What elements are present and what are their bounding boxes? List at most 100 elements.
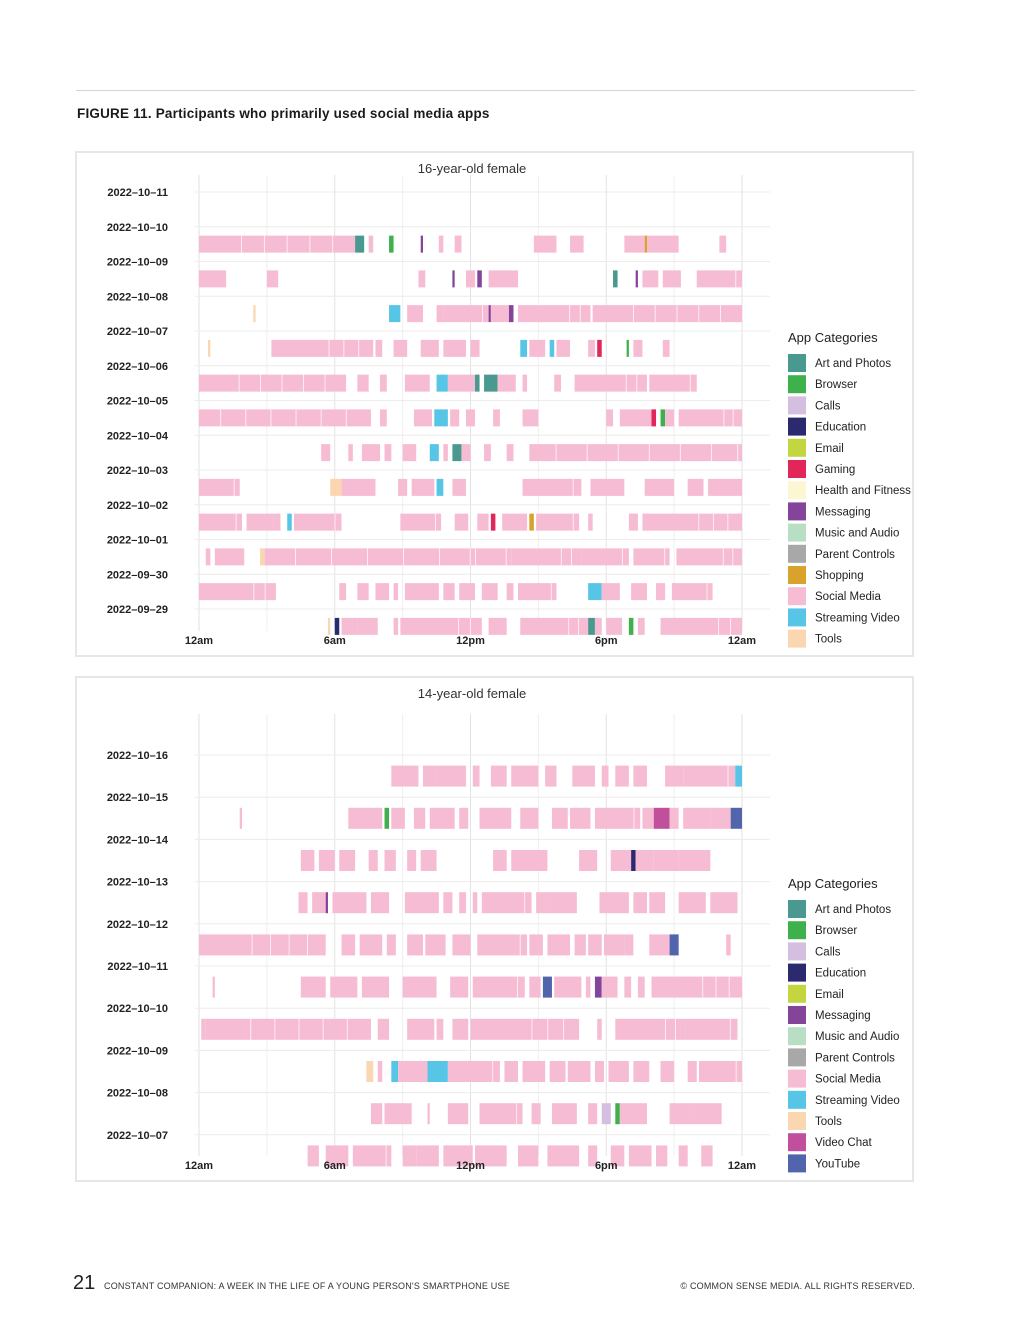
session-gap [385,1145,387,1167]
legend-swatch [788,417,806,436]
session-gap [253,583,255,601]
legend-item: Gaming [788,460,855,478]
usage-bar [522,409,539,427]
legend-item: Video Chat [788,1133,872,1152]
usage-bar [624,934,634,956]
legend-label: Video Chat [815,1137,872,1149]
usage-bar [361,444,380,462]
session-gap [720,305,721,323]
usage-bar [511,765,539,787]
usage-bar [355,235,365,253]
usage-bar [699,1061,742,1082]
usage-bar [529,339,546,357]
session-gap [331,548,332,566]
session-gap [735,270,737,288]
session-gap [633,807,635,829]
usage-bar [493,850,507,871]
legend-title: App Categories [788,876,878,891]
y-tick-label: 2022–10–10 [107,1003,168,1015]
legend-swatch [788,608,806,627]
usage-bar [493,409,500,427]
usage-bar [407,850,417,871]
usage-bar [588,513,593,531]
usage-bar [536,892,552,914]
session-gap [264,583,266,601]
usage-bar [341,617,358,635]
legend-label: Music and Audio [815,1031,899,1043]
chart-title: 14-year-old female [418,686,526,701]
y-tick-label: 2022–10–11 [107,187,168,199]
session-gap [563,1018,565,1040]
usage-bar [594,807,641,829]
usage-bar [669,807,679,829]
legend-swatch [788,523,806,542]
legend-swatch [788,1133,806,1152]
session-gap [475,548,477,566]
usage-bar [199,409,371,427]
usage-bar [696,270,742,288]
legend-item: Parent Controls [788,544,895,563]
usage-bar [472,892,478,914]
usage-bar [518,583,557,601]
usage-bar [208,339,211,357]
session-gap [251,934,253,956]
session-gap [295,409,297,427]
usage-bar [633,339,643,357]
usage-bar [619,409,652,427]
usage-bar [330,478,342,496]
usage-bar [470,1018,580,1040]
usage-bar [615,765,629,787]
usage-bar [529,976,541,998]
usage-bar [678,892,706,914]
usage-bar [601,976,618,998]
usage-bar [497,374,516,392]
usage-bar [556,339,571,357]
usage-bar [334,617,340,635]
session-gap [676,305,678,323]
usage-bar [298,892,308,914]
usage-bar [545,765,557,787]
usage-bar [588,339,595,357]
legend-item: Education [788,963,866,982]
usage-bar [644,478,675,496]
usage-bar [459,892,466,914]
usage-bar [531,1103,541,1125]
usage-bar [472,765,480,787]
usage-bar [443,305,489,323]
y-tick-label: 2022–10–07 [107,326,168,338]
usage-bar [386,934,396,956]
usage-bar [597,339,602,357]
y-tick-label: 2022–10–08 [107,291,168,303]
session-gap [572,478,574,496]
usage-bar [359,934,383,956]
session-gap [320,409,322,427]
usage-bar [199,583,276,601]
usage-bar [357,617,378,635]
usage-bar [427,1103,430,1125]
usage-bar [339,583,347,601]
usage-bar [380,409,387,427]
usage-bar [411,478,435,496]
usage-bar [701,1145,713,1167]
legend-item: Music and Audio [788,523,899,542]
session-gap [250,1018,252,1040]
session-gap [531,1018,533,1040]
usage-bar [325,892,328,914]
usage-bar [447,1103,469,1125]
usage-bar [606,617,623,635]
legend-swatch [788,460,806,478]
usage-bar [656,1145,668,1167]
usage-bar [452,478,466,496]
session-gap [524,892,526,914]
usage-bar [239,807,242,829]
usage-bar [608,1061,629,1082]
legend-swatch [788,1154,806,1173]
session-gap [675,1018,676,1040]
legend-swatch [788,984,806,1003]
usage-bar [454,513,469,531]
usage-bar [651,409,657,427]
usage-bar [357,583,369,601]
y-tick-label: 2022–10–06 [107,361,168,373]
session-gap [332,235,334,253]
session-gap [621,548,623,566]
